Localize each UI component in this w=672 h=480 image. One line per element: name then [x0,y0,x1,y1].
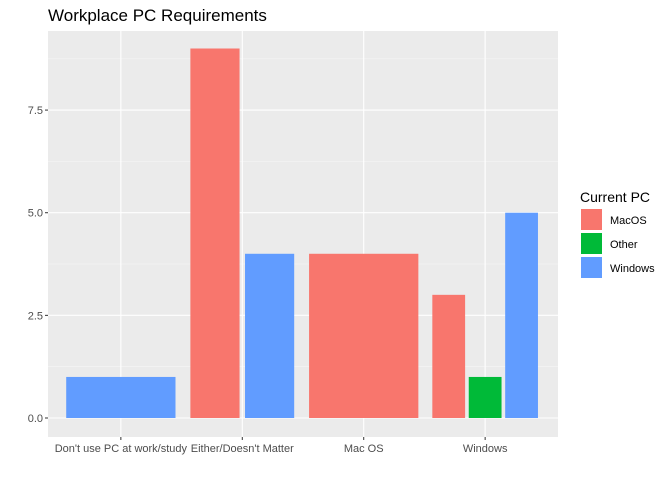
bar-macos [190,48,240,418]
bar-macos [432,294,466,418]
bar-windows [505,212,538,418]
legend-title: Current PC [580,189,650,205]
y-tick-label: 2.5 [28,310,43,322]
legend: Current PC MacOS Other Windows [580,189,655,278]
plot-area: 0.0 2.5 5.0 7.5 Don't use PC at work/study Ei… [28,31,558,455]
x-tick-label: Don't use PC at work/study [55,443,188,455]
panel-background [48,31,558,437]
legend-key-macos [581,209,602,230]
bar-windows [245,253,295,418]
x-tick-label: Mac OS [344,443,384,455]
x-tick-label: Either/Doesn't Matter [191,443,294,455]
bar-windows [66,376,176,418]
y-tick-label: 7.5 [28,105,43,117]
y-tick-label: 5.0 [28,208,43,220]
x-tick-label: Windows [463,443,508,455]
legend-label: Other [610,239,638,251]
chart-title: Workplace PC Requirements [48,6,267,25]
legend-key-windows [581,257,602,278]
bar-macos [309,253,419,418]
bar-other [468,376,502,418]
legend-label: Windows [610,263,655,275]
y-tick-label: 0.0 [28,413,43,425]
legend-key-other [581,233,602,254]
legend-label: MacOS [610,215,647,227]
